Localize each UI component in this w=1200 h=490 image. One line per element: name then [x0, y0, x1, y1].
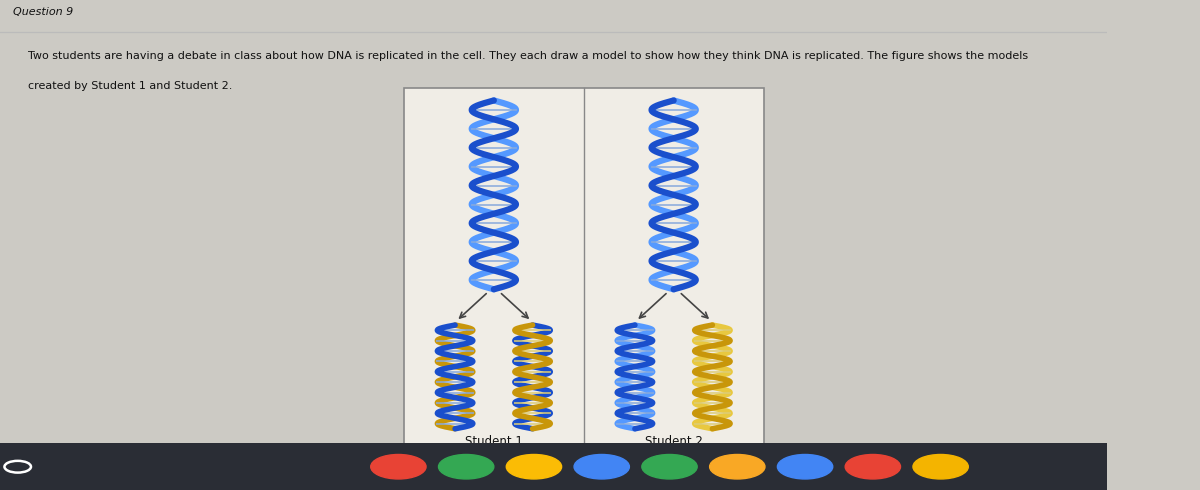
Circle shape [709, 455, 764, 479]
Bar [0, 443, 1106, 490]
Text: Two students are having a debate in class about how DNA is replicated in the cel: Two students are having a debate in clas… [28, 51, 1027, 61]
Circle shape [913, 455, 968, 479]
Text: Student 1: Student 1 [464, 435, 523, 448]
Text: created by Student 1 and Student 2.: created by Student 1 and Student 2. [28, 81, 232, 91]
Circle shape [371, 455, 426, 479]
Circle shape [574, 455, 629, 479]
Circle shape [506, 455, 562, 479]
Circle shape [438, 455, 494, 479]
Circle shape [778, 455, 833, 479]
Text: Question 9: Question 9 [13, 7, 73, 17]
Bar [404, 88, 763, 461]
Circle shape [642, 455, 697, 479]
Circle shape [845, 455, 900, 479]
Text: Student 2: Student 2 [644, 435, 702, 448]
